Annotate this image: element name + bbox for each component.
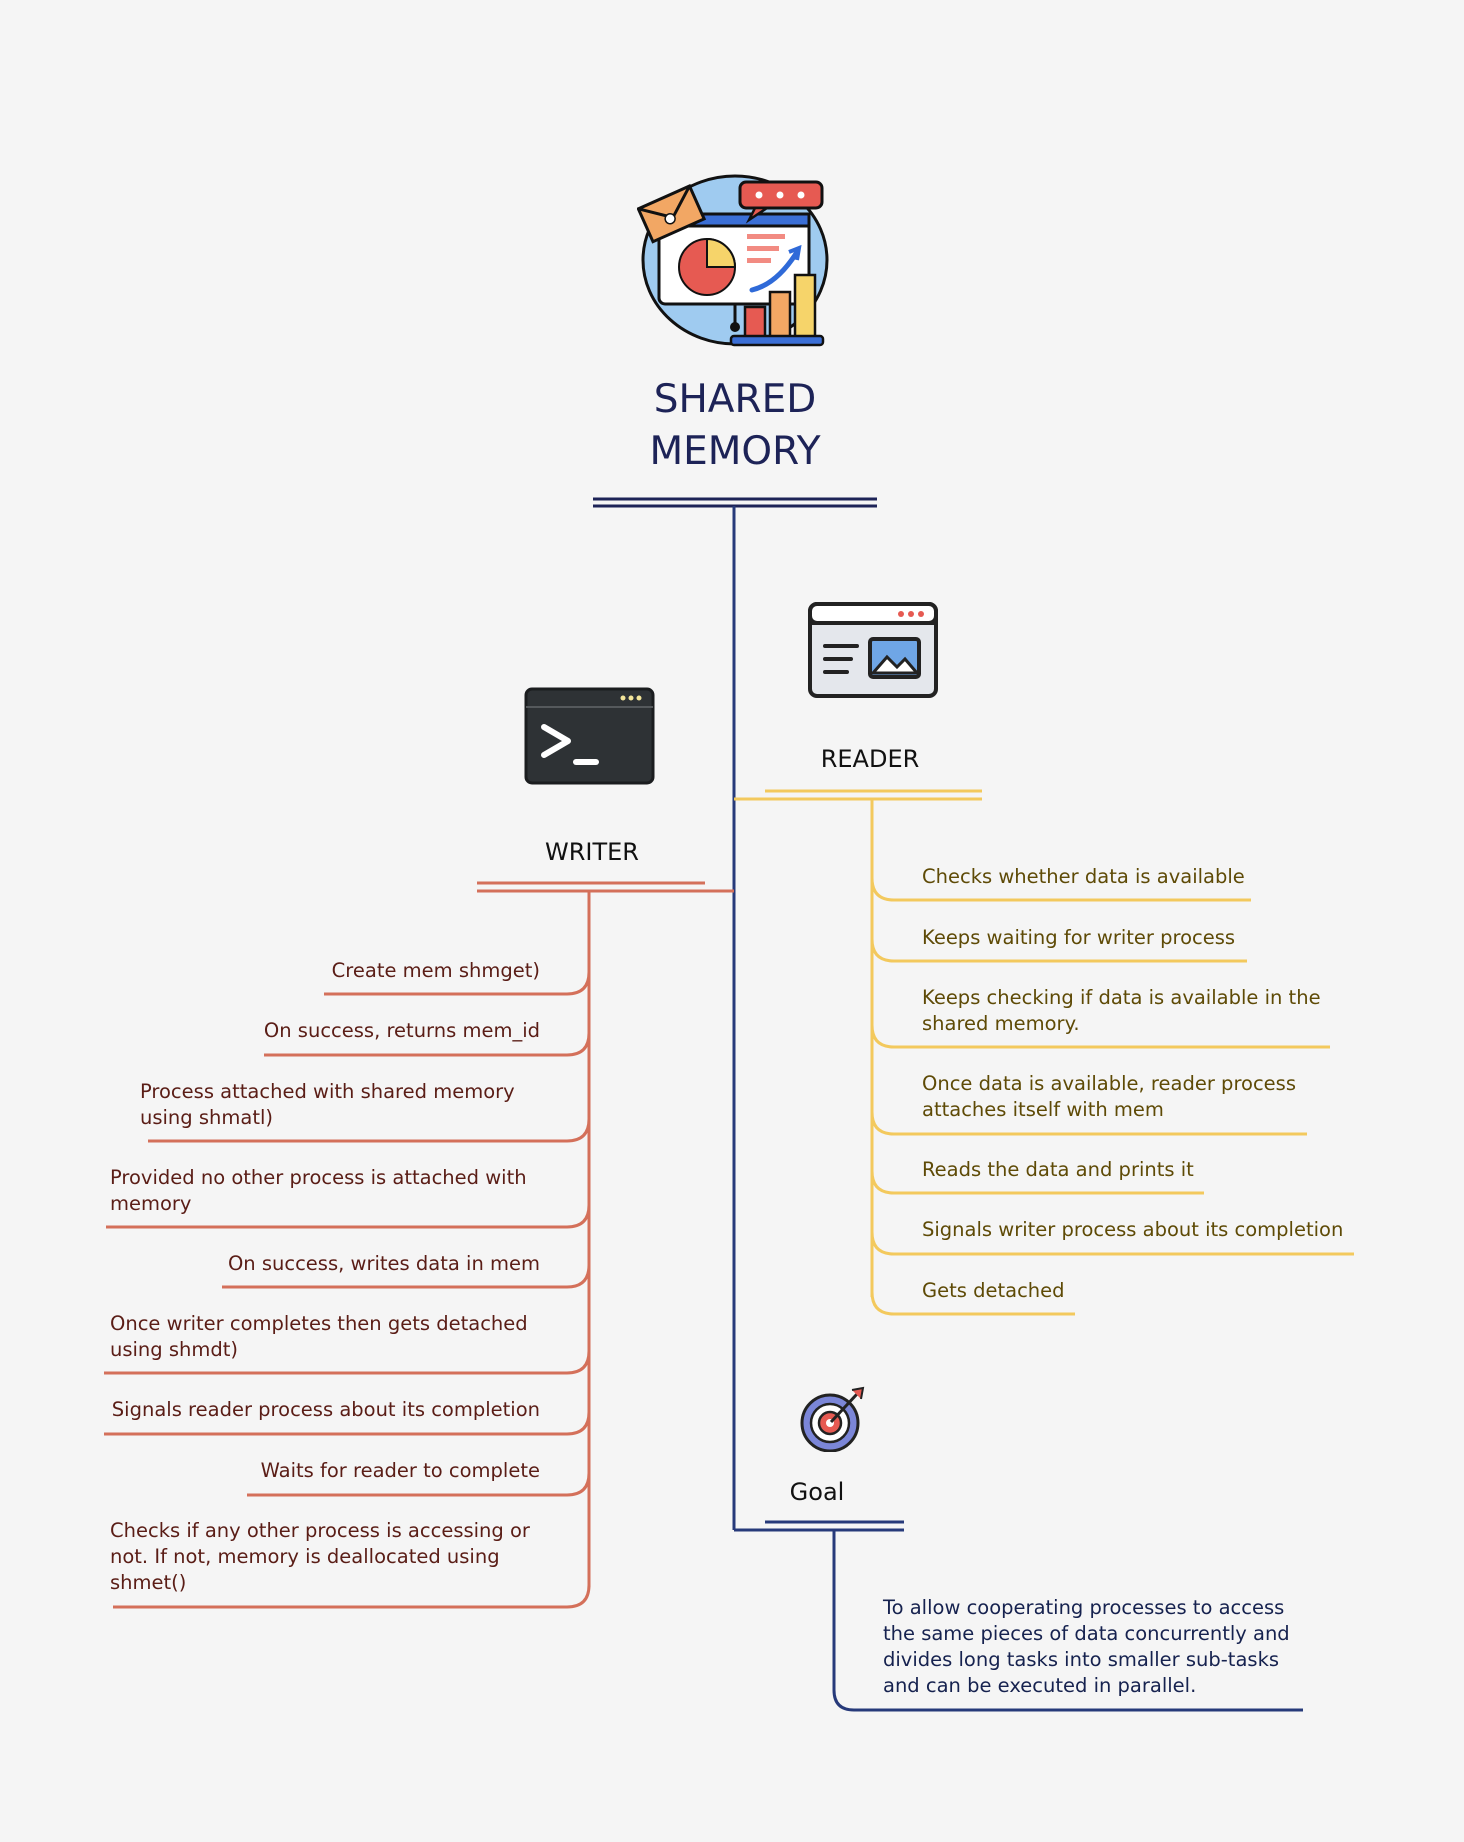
title-line-1: SHARED — [653, 377, 817, 422]
target-icon — [800, 1386, 865, 1452]
reader-item: Keeps waiting for writer process — [922, 926, 1236, 949]
writer-item-line — [148, 1118, 591, 1143]
browser-window-icon — [808, 602, 938, 698]
writer-item-line — [247, 1472, 591, 1497]
page-title: SHARED MEMORY — [560, 374, 910, 478]
terminal-icon — [524, 687, 655, 785]
presentation-chart-icon — [637, 174, 829, 347]
reader-item: Keeps checking if data is available in t… — [922, 986, 1321, 1035]
writer-item: Waits for reader to complete — [260, 1459, 540, 1482]
writer-item-line — [104, 1350, 591, 1375]
reader-item: Checks whether data is available — [922, 865, 1245, 888]
reader-item-line — [870, 938, 1247, 963]
reader-item-line — [870, 1170, 1204, 1195]
writer-item-line — [104, 1411, 591, 1436]
writer-item: On success, returns mem_id — [263, 1019, 540, 1042]
reader-item: Gets detached — [922, 1279, 1065, 1302]
writer-item-line — [324, 971, 591, 996]
writer-item: Checks if any other process is accessing… — [110, 1519, 530, 1594]
reader-item: Signals writer process about its complet… — [922, 1218, 1344, 1241]
reader-item-line — [870, 1291, 1075, 1316]
reader-item: Once data is available, reader process a… — [922, 1072, 1296, 1121]
reader-item-line — [870, 1024, 1330, 1049]
goal-label: Goal — [789, 1478, 845, 1506]
writer-item-line — [264, 1032, 591, 1057]
writer-item: On success, writes data in mem — [227, 1252, 540, 1275]
writer-label: WRITER — [545, 838, 639, 866]
writer-item: Provided no other process is attached wi… — [110, 1166, 527, 1215]
writer-item: Once writer completes then gets detached… — [110, 1312, 528, 1361]
title-line-2: MEMORY — [649, 429, 821, 474]
writer-item-line — [106, 1204, 591, 1229]
goal-description: To allow cooperating processes to access… — [883, 1596, 1290, 1697]
writer-item: Signals reader process about its complet… — [111, 1398, 540, 1421]
reader-item-line — [870, 877, 1251, 902]
writer-item-line — [222, 1264, 591, 1289]
goal-item-line — [832, 1530, 1303, 1712]
writer-item-line — [113, 1584, 591, 1609]
reader-item: Reads the data and prints it — [922, 1158, 1194, 1181]
writer-item: Process attached with shared memory usin… — [140, 1080, 515, 1129]
reader-item-line — [870, 1111, 1307, 1136]
reader-item-line — [870, 1231, 1354, 1256]
writer-item: Create mem shmget) — [331, 959, 540, 982]
reader-label: READER — [820, 745, 920, 773]
